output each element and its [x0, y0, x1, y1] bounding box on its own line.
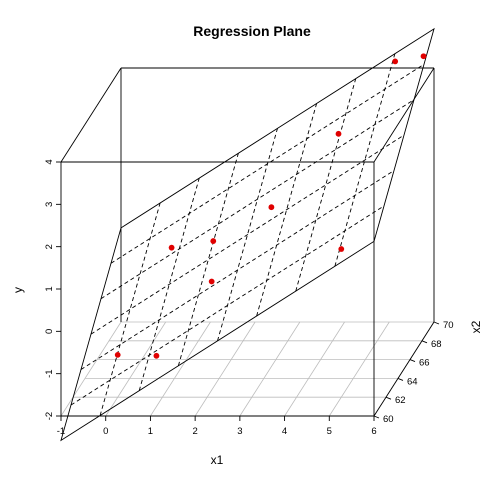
floor-grid-line: [60, 321, 122, 417]
data-point: [153, 352, 160, 359]
x2-tick-label: 68: [431, 339, 442, 350]
box-edge: [373, 321, 435, 417]
floor-grid-line: [239, 321, 301, 417]
floor-grid: [60, 321, 435, 417]
floor-grid-line: [284, 321, 345, 417]
data-point: [210, 238, 217, 244]
y-tick-label: -2: [44, 412, 55, 420]
plane-grid-line: [295, 78, 357, 292]
box-back-edges: [60, 67, 435, 322]
x-tick-label: 4: [282, 426, 287, 437]
x-axis-label: x1: [211, 453, 224, 467]
box-edge: [60, 67, 122, 163]
x-tick-label: 3: [237, 426, 242, 437]
y-axis-label: y: [11, 287, 25, 293]
y-tick-label: 4: [44, 159, 55, 164]
x2-tick-label: 70: [443, 320, 454, 331]
plane-grid-line: [90, 134, 405, 335]
box-edge: [373, 67, 435, 163]
plane-grid-line: [80, 170, 395, 370]
x2-tick-label: 62: [395, 395, 406, 406]
y-tick-label: 1: [44, 286, 55, 291]
data-point: [420, 53, 427, 60]
y-tick-label: 2: [44, 244, 55, 249]
data-point: [114, 351, 121, 358]
x2-tick-label: 64: [407, 376, 418, 387]
y-tick-label: 0: [44, 329, 55, 334]
data-point: [335, 130, 342, 137]
x-tick-label: 6: [371, 426, 376, 437]
data-point: [168, 244, 175, 251]
plane-grid-line: [100, 99, 415, 300]
data-point: [268, 204, 275, 211]
data-point: [392, 58, 399, 65]
x2-tick: [397, 377, 404, 381]
x2-tick: [385, 396, 392, 400]
plane-grid-line: [70, 205, 385, 406]
y-tick-label: 3: [44, 202, 55, 207]
x2-tick: [433, 321, 440, 325]
data-point: [338, 246, 345, 252]
x-tick-label: 2: [192, 426, 197, 437]
x-tick-label: 0: [103, 426, 108, 437]
x2-tick: [409, 359, 416, 363]
x-tick-label: 1: [148, 426, 153, 437]
plane-grid-line: [99, 202, 161, 416]
floor-grid-line: [105, 321, 167, 417]
x2-tick: [421, 340, 428, 344]
data-point: [208, 278, 215, 285]
x2-tick-label: 60: [383, 414, 394, 425]
chart-title: Regression Plane: [193, 23, 311, 39]
x-tick-label: -1: [57, 426, 65, 437]
data-points: [114, 53, 427, 359]
x-tick-label: 5: [327, 426, 332, 437]
floor-grid-line: [194, 321, 256, 417]
floor-grid-line: [328, 321, 390, 417]
plane-grid-line: [110, 63, 425, 264]
x2-axis-label: x2: [469, 320, 483, 333]
y-tick-label: -1: [44, 369, 55, 377]
x2-tick-label: 66: [419, 358, 430, 369]
regression-plane: [60, 27, 435, 442]
box-front-edges: [60, 161, 435, 417]
x2-tick: [373, 415, 380, 419]
plane-grid-line: [177, 153, 239, 366]
plane-outline: [60, 27, 435, 442]
floor-grid-line: [150, 321, 211, 417]
